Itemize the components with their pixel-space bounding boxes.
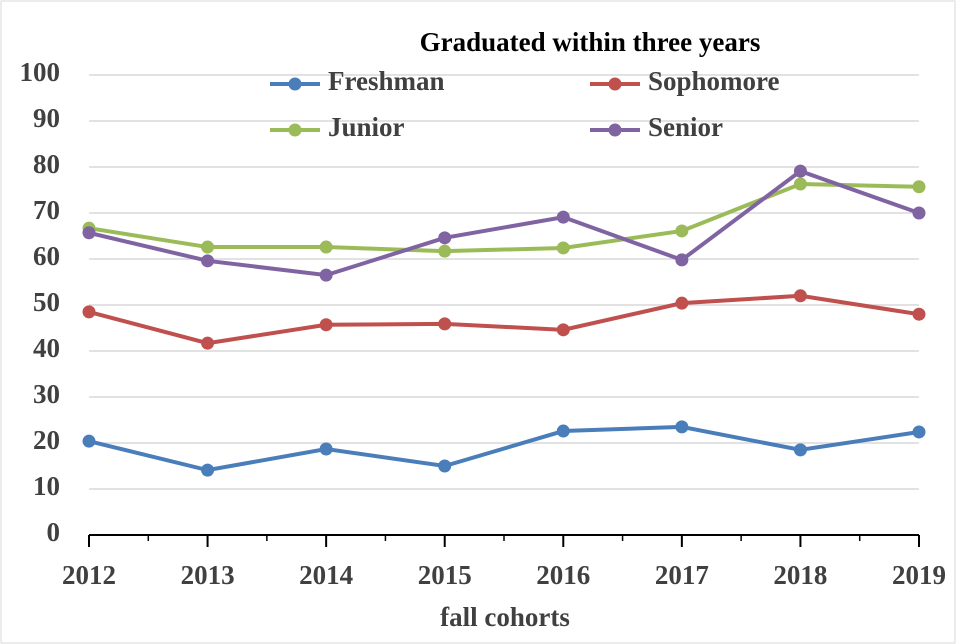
data-point: [675, 420, 689, 434]
legend-marker: [288, 77, 302, 91]
data-point: [438, 244, 452, 258]
data-point: [912, 206, 926, 220]
legend-label: Junior: [328, 112, 405, 142]
x-tick-label: 2018: [773, 560, 827, 590]
data-point: [438, 459, 452, 473]
data-point: [912, 180, 926, 194]
data-point: [912, 425, 926, 439]
data-point: [201, 463, 215, 477]
y-tick-label: 0: [47, 517, 61, 547]
x-tick-label: 2014: [299, 560, 353, 590]
legend-label: Senior: [648, 112, 723, 142]
legend-marker: [608, 123, 622, 137]
data-point: [201, 254, 215, 268]
data-point: [675, 296, 689, 310]
x-tick-label: 2019: [892, 560, 946, 590]
data-point: [793, 164, 807, 178]
y-tick-label: 70: [33, 195, 60, 225]
x-tick-label: 2013: [181, 560, 235, 590]
series-line: [88, 424, 920, 473]
data-point: [438, 317, 452, 331]
y-tick-label: 40: [33, 333, 60, 363]
series-line: [88, 182, 920, 254]
y-tick-label: 100: [20, 57, 61, 87]
legend-marker: [288, 123, 302, 137]
x-axis-label: fall cohorts: [440, 602, 570, 632]
chart-title: Graduated within three years: [420, 27, 761, 57]
y-tick-label: 90: [33, 103, 60, 133]
data-point: [556, 424, 570, 438]
data-point: [319, 318, 333, 332]
legend-label: Freshman: [328, 66, 445, 96]
data-point: [438, 231, 452, 245]
data-point: [675, 224, 689, 238]
data-point: [793, 443, 807, 457]
data-point: [319, 268, 333, 282]
data-point: [912, 307, 926, 321]
data-point: [793, 289, 807, 303]
data-point: [556, 323, 570, 337]
series-line: [88, 293, 920, 346]
data-point: [675, 253, 689, 267]
data-point: [82, 226, 96, 240]
y-tick-label: 10: [33, 471, 60, 501]
series-line: [88, 168, 920, 278]
x-tick-label: 2012: [62, 560, 116, 590]
data-point: [201, 240, 215, 254]
y-tick-label: 20: [33, 425, 60, 455]
data-point: [319, 240, 333, 254]
data-point: [556, 241, 570, 255]
y-tick-label: 50: [33, 287, 60, 317]
y-tick-label: 80: [33, 149, 60, 179]
legend-label: Sophomore: [648, 66, 780, 96]
data-point: [556, 210, 570, 224]
x-tick-label: 2016: [536, 560, 590, 590]
data-point: [319, 442, 333, 456]
data-point: [82, 434, 96, 448]
x-tick-label: 2015: [418, 560, 472, 590]
data-point: [793, 177, 807, 191]
y-tick-label: 60: [33, 241, 60, 271]
data-point: [82, 305, 96, 319]
y-tick-label: 30: [33, 379, 60, 409]
x-tick-label: 2017: [655, 560, 709, 590]
legend-marker: [608, 77, 622, 91]
data-point: [201, 336, 215, 350]
